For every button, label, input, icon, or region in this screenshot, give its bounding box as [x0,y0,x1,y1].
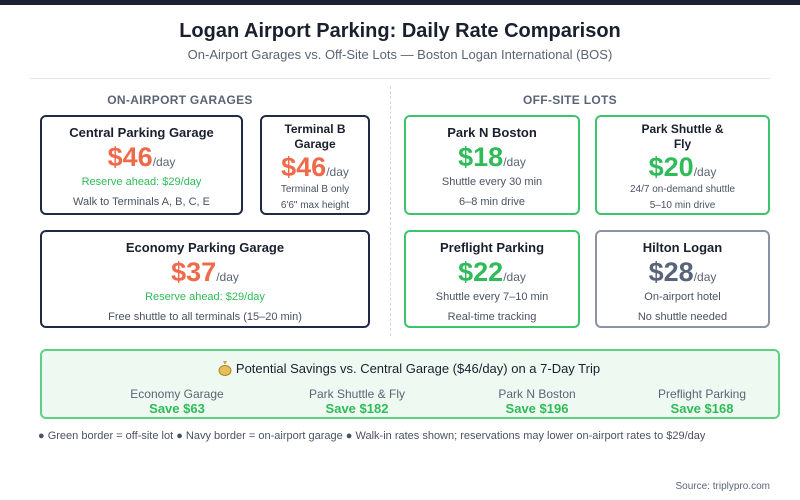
savings-value: Save $182 [325,401,389,416]
card-line: 24/7 on-demand shuttle [629,184,736,195]
card-line: 6–8 min drive [458,196,526,208]
price-unit: /day [693,270,717,284]
savings-label: Park Shuttle & Fly [308,387,406,401]
price-value: $46 [281,152,327,182]
card-line: Reserve ahead: $29/day [145,291,265,303]
card-line: Free shuttle to all terminals (15–20 min… [108,311,302,323]
price-value: $18 [458,142,504,172]
savings-panel: Potential Savings vs. Central Garage ($4… [40,349,780,419]
divider [390,86,391,336]
section-title: ON-AIRPORT GARAGES [107,93,253,107]
footnote: ● Green border = off-site lot ● Navy bor… [38,430,706,442]
parking-card: Park Shuttle & Fly $20/day 24/7 on-deman… [595,115,770,215]
card-line: Real-time tracking [447,311,537,323]
card-line: Terminal B only [280,184,350,195]
section-title: OFF-SITE LOTS [523,93,617,107]
price-value: $46 [107,142,153,172]
price-value: $37 [171,257,217,287]
savings-item: Economy Garage Save $63 [87,387,267,417]
savings-item: Park Shuttle & Fly Save $182 [267,387,447,417]
savings-value: Save $63 [149,401,205,416]
price-unit: /day [503,270,526,284]
card-price: $28/day [597,257,768,287]
card-line: On-airport hotel [644,291,721,303]
savings-value: Save $168 [670,401,734,416]
card-price: $22/day [406,257,578,287]
card-name: Hilton Logan [642,240,723,255]
card-name: Park Shuttle & Fly [641,122,724,151]
card-line: Shuttle every 7–10 min [435,291,549,303]
card-line: 5–10 min drive [649,200,716,211]
price-unit: /day [503,155,526,169]
card-price: $20/day [597,152,768,182]
parking-card: Hilton Logan $28/day On-airport hotel No… [595,230,770,328]
source: Source: triplypro.com [675,481,770,492]
parking-card: Economy Parking Garage $37/day Reserve a… [40,230,370,328]
card-line: 6'6" max height [280,200,350,211]
parking-card: Central Parking Garage $46/day Reserve a… [40,115,243,215]
price-unit: /day [216,270,239,284]
savings-item: Preflight Parking Save $168 [612,387,792,417]
price-value: $22 [458,257,504,287]
page-subtitle: On-Airport Garages vs. Off-Site Lots — B… [187,47,613,62]
price-unit: /day [152,155,176,169]
parking-card: Terminal B Garage $46/day Terminal B onl… [260,115,370,215]
parking-card: Preflight Parking $22/day Shuttle every … [404,230,580,328]
savings-title: Potential Savings vs. Central Garage ($4… [235,361,601,376]
page-title: Logan Airport Parking: Daily Rate Compar… [179,20,621,42]
savings-label: Preflight Parking [657,387,747,401]
price-value: $20 [648,152,694,182]
savings-label: Park N Boston [498,387,576,401]
card-name: Park N Boston [447,125,537,140]
top-bar [0,0,800,5]
card-line: No shuttle needed [637,311,728,323]
savings-label: Economy Garage [130,387,224,401]
card-price: $46/day [42,142,241,172]
card-price: $18/day [406,142,578,172]
savings-item: Park N Boston Save $196 [447,387,627,417]
card-name: Preflight Parking [439,240,545,255]
card-price: $46/day [262,152,368,182]
card-price: $37/day [42,257,368,287]
price-unit: /day [693,165,717,179]
separator [30,78,770,79]
card-name: Central Parking Garage [69,125,214,140]
savings-value: Save $196 [505,401,569,416]
card-name: Economy Parking Garage [125,240,285,255]
money-bag-icon [218,361,232,376]
card-line: Reserve ahead: $29/day [81,176,202,188]
card-line: Shuttle every 30 min [441,176,543,188]
parking-card: Park N Boston $18/day Shuttle every 30 m… [404,115,580,215]
price-value: $28 [648,257,694,287]
card-line: Walk to Terminals A, B, C, E [73,196,210,208]
price-unit: /day [326,165,349,179]
card-name: Terminal B Garage [284,122,346,151]
